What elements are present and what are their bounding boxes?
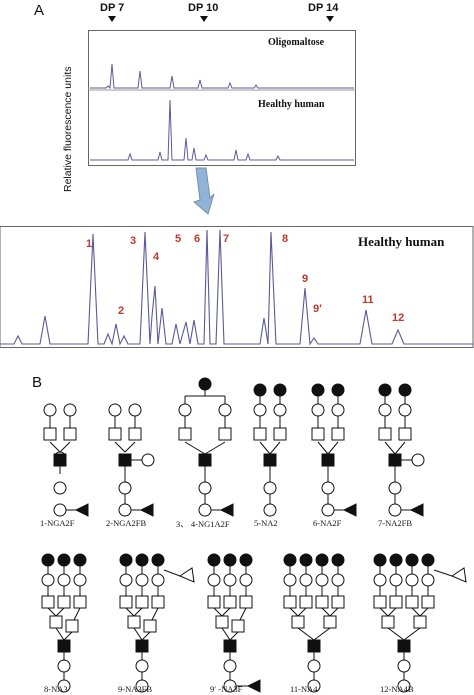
glycan-9prime-na3f bbox=[207, 553, 261, 693]
glycan-7-na2fb bbox=[378, 383, 425, 517]
glycan-label-7: 7-NA2FB bbox=[378, 518, 413, 528]
dp-10-marker-icon bbox=[200, 16, 208, 22]
dp-14-label: DP 14 bbox=[308, 2, 339, 14]
glycan-11-na4 bbox=[283, 553, 345, 693]
peak-label-8: 8 bbox=[282, 233, 289, 245]
glycan-label-12: 12-NA4B bbox=[380, 684, 414, 694]
peak-label-9: 9 bbox=[302, 273, 309, 285]
oligomaltose-label: Oligomaltose bbox=[268, 37, 325, 48]
peak-label-5: 5 bbox=[175, 233, 182, 245]
peak-label-6: 6 bbox=[194, 233, 201, 245]
healthy-human-trace bbox=[90, 99, 354, 161]
glycan-label-3-4: 3、 4-NG1A2F bbox=[176, 519, 230, 529]
dp-7-label: DP 7 bbox=[100, 2, 125, 14]
zoomed-chromatogram bbox=[0, 226, 474, 348]
glycan-label-11: 11-NA4 bbox=[290, 684, 318, 694]
y-axis-label: Relative fluorescence units bbox=[62, 66, 74, 192]
peak-label-7: 7 bbox=[223, 233, 230, 245]
peak-label-1: 1 bbox=[86, 238, 93, 250]
healthy-human-small-label: Healthy human bbox=[258, 99, 325, 110]
glycan-label-9: 9-NA3FB bbox=[118, 684, 153, 694]
glycan-6-na2f bbox=[311, 383, 357, 517]
zoomed-trace bbox=[0, 229, 473, 346]
peak-label-12: 12 bbox=[392, 312, 405, 324]
dp-10-label: DP 10 bbox=[188, 2, 219, 14]
oligomaltose-trace bbox=[90, 63, 354, 90]
peak-label-2: 2 bbox=[118, 305, 125, 317]
zoom-arrow-icon bbox=[193, 167, 215, 215]
peak-label-3: 3 bbox=[130, 235, 137, 247]
trace-box bbox=[88, 30, 356, 166]
glycan-3-4-ng1a2f bbox=[178, 377, 234, 517]
dp-7-marker-icon bbox=[108, 16, 116, 22]
glycan-label-5: 5-NA2 bbox=[254, 518, 278, 528]
glycan-label-2: 2-NGA2FB bbox=[106, 518, 147, 528]
glycan-label-6: 6-NA2F bbox=[313, 518, 342, 528]
peak-label-9-prime: 9′ bbox=[313, 303, 322, 315]
glycan-label-8: 8-NA3 bbox=[44, 684, 68, 694]
dp-14-marker-icon bbox=[326, 16, 334, 22]
panel-a-letter: A bbox=[34, 2, 45, 19]
healthy-human-zoom-label: Healthy human bbox=[358, 234, 445, 249]
glycan-9-na3fb bbox=[119, 553, 195, 693]
peak-label-4: 4 bbox=[153, 251, 160, 263]
glycan-label-1: 1-NGA2F bbox=[40, 518, 75, 528]
glycan-structures bbox=[41, 377, 467, 693]
glycan-8-na3 bbox=[41, 553, 87, 693]
glycan-12-na4b bbox=[373, 553, 467, 693]
glycan-label-9prime: 9′ -NA3F bbox=[210, 684, 243, 694]
glycan-1-ngal2f bbox=[43, 403, 89, 517]
glycan-2-nga2fb bbox=[108, 403, 155, 517]
peak-label-11: 11 bbox=[362, 294, 374, 306]
panel-b-letter: B bbox=[32, 374, 43, 391]
glycan-5-na2 bbox=[253, 383, 287, 517]
